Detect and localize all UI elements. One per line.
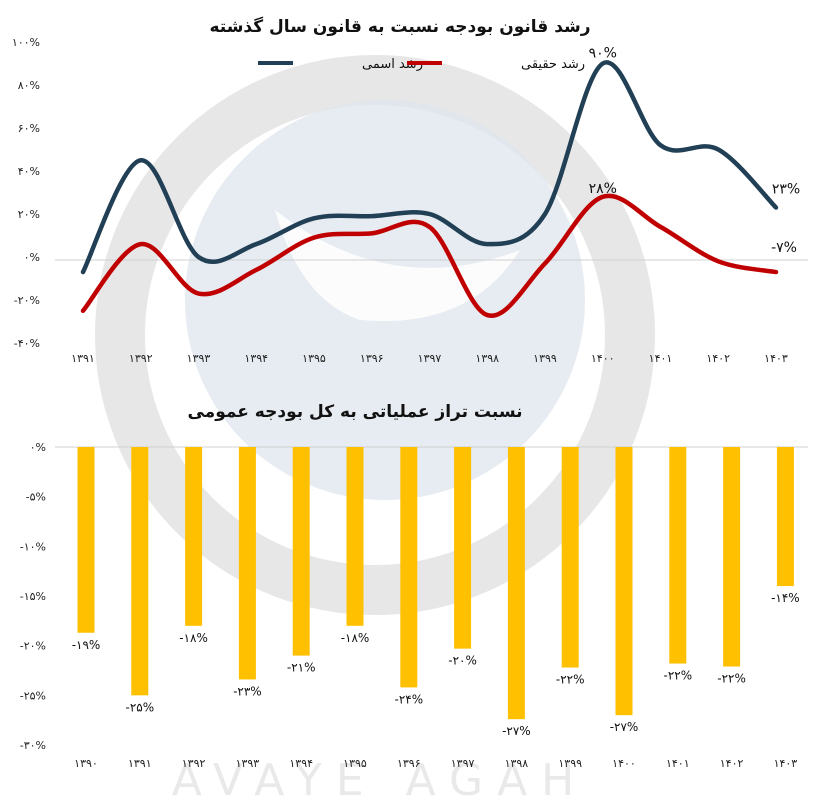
line-y-tick-label: ۰% <box>24 251 40 264</box>
bar-x-tick-label: ۱۳۹۸ <box>505 757 529 770</box>
bar-value-label: -۲۳% <box>233 684 262 698</box>
bar-y-tick-label: ۰% <box>30 441 46 454</box>
legend-label-nominal: رشد اسمی <box>362 57 423 72</box>
bar-y-tick-label: -۳۰% <box>20 739 46 752</box>
bar-y-tick-label: -۲۵% <box>20 689 46 702</box>
bar-x-axis: ۱۳۹۰ ۱۳۹۱ ۱۳۹۲ ۱۳۹۳ ۱۳۹۴ ۱۳۹۵ ۱۳۹۶ ۱۳۹۷ ۱۳۹۸ ۱۳۹۹… <box>74 757 797 770</box>
series-line-nominal <box>80 60 779 275</box>
bar-x-tick-label: ۱۴۰۰ <box>612 757 636 770</box>
line-y-axis: -۴۰% -۲۰% ۰% ۲۰% ۴۰% ۶۰% ۸۰% ۱۰۰% <box>12 36 40 350</box>
bar-value-label: -۲۷% <box>502 724 531 738</box>
bar-value-labels: -۱۹% -۲۵% -۱۸% -۲۳% -۲۱% -۱۸% -۲۴% -۲۰% -۲۷% -۲۲%… <box>72 591 800 738</box>
bar-value-label: -۱۹% <box>72 638 101 652</box>
bar-x-tick-label: ۱۳۹۹ <box>558 757 582 770</box>
bar <box>507 447 525 720</box>
watermark-logo: AVAYE AGAH <box>95 55 655 806</box>
line-x-tick-label: ۱۳۹۷ <box>418 352 442 365</box>
line-y-tick-label: ۸۰% <box>18 79 40 92</box>
line-x-tick-label: ۱۳۹۲ <box>129 352 153 365</box>
line-y-tick-label: -۲۰% <box>14 294 40 307</box>
legend: رشد اسمی رشد حقیقی <box>258 57 585 72</box>
bar-y-axis: ۰% -۵% -۱۰% -۱۵% -۲۰% -۲۵% -۳۰% <box>20 441 46 752</box>
line-data-label: ۲۸% <box>589 181 617 197</box>
bar-series-group <box>77 447 794 720</box>
bar-x-tick-label: ۱۴۰۳ <box>774 757 798 770</box>
bar-value-label: -۲۲% <box>717 672 746 686</box>
bar-value-label: -۲۲% <box>556 673 585 687</box>
line-y-tick-label: ۴۰% <box>18 165 40 178</box>
bar <box>131 447 149 696</box>
bar-x-tick-label: ۱۳۹۶ <box>397 757 421 770</box>
bar-value-label: -۱۸% <box>179 631 208 645</box>
bar <box>776 447 794 587</box>
line-x-tick-label: ۱۳۹۳ <box>187 352 211 365</box>
bar <box>561 447 579 668</box>
bar-x-tick-label: ۱۴۰۲ <box>720 757 744 770</box>
line-x-tick-label: ۱۴۰۲ <box>706 352 730 365</box>
bar-y-tick-label: -۱۰% <box>20 540 46 553</box>
bar <box>454 447 472 649</box>
line-chart: رشد قانون بودجه نسبت به قانون سال گذشته … <box>12 16 808 365</box>
bar <box>669 447 687 664</box>
bar-y-tick-label: -۲۰% <box>20 640 46 653</box>
bar <box>238 447 256 680</box>
line-x-tick-label: ۱۳۹۹ <box>533 352 557 365</box>
line-x-tick-label: ۱۴۰۱ <box>649 352 673 365</box>
line-x-tick-label: ۱۴۰۳ <box>764 352 788 365</box>
bar-y-tick-label: -۵% <box>26 491 46 504</box>
line-chart-title: رشد قانون بودجه نسبت به قانون سال گذشته <box>209 16 590 37</box>
bar-x-tick-label: ۱۳۹۲ <box>182 757 206 770</box>
bar-value-label: -۲۷% <box>610 720 639 734</box>
bar-value-label: -۲۴% <box>394 692 423 706</box>
line-x-tick-label: ۱۳۹۵ <box>302 352 326 365</box>
line-x-tick-label: ۱۳۹۸ <box>475 352 499 365</box>
bar-x-tick-label: ۱۳۹۰ <box>74 757 98 770</box>
bar-value-label: -۲۲% <box>663 669 692 683</box>
bar-value-label: -۱۴% <box>771 591 800 605</box>
bar <box>615 447 633 716</box>
line-series-group <box>80 60 779 318</box>
line-x-tick-label: ۱۳۹۴ <box>244 352 268 365</box>
line-x-tick-label: ۱۳۹۱ <box>71 352 95 365</box>
bar-x-tick-label: ۱۳۹۵ <box>343 757 367 770</box>
bar-x-tick-label: ۱۳۹۳ <box>236 757 260 770</box>
line-data-label: -۷% <box>771 240 797 256</box>
bar-value-label: -۱۸% <box>341 631 370 645</box>
line-x-tick-label: ۱۴۰۰ <box>591 352 615 365</box>
line-y-tick-label: -۴۰% <box>14 337 40 350</box>
bar <box>400 447 418 688</box>
bar-x-tick-label: ۱۳۹۱ <box>128 757 152 770</box>
line-data-label: ۲۳% <box>772 182 800 198</box>
bar-x-tick-label: ۱۳۹۴ <box>289 757 313 770</box>
bar <box>292 447 310 656</box>
line-x-tick-label: ۱۳۹۶ <box>360 352 384 365</box>
bar-x-tick-label: ۱۳۹۷ <box>451 757 475 770</box>
bar-chart: نسبت تراز عملیاتی به کل بودجه عمومی ۰% -۵… <box>20 402 808 770</box>
watermark-text: AVAYE AGAH <box>172 755 589 806</box>
bar-chart-title: نسبت تراز عملیاتی به کل بودجه عمومی <box>187 402 522 422</box>
line-data-label: ۹۰% <box>589 46 617 62</box>
bar-value-label: -۲۱% <box>287 661 316 675</box>
bar <box>346 447 364 626</box>
series-line-real <box>80 193 779 318</box>
bar <box>185 447 203 626</box>
bar-y-tick-label: -۱۵% <box>20 590 46 603</box>
bar <box>723 447 741 667</box>
line-x-axis: ۱۳۹۱ ۱۳۹۲ ۱۳۹۳ ۱۳۹۴ ۱۳۹۵ ۱۳۹۶ ۱۳۹۷ ۱۳۹۸ ۱۳۹۹ ۱۴۰۰… <box>71 352 788 365</box>
line-y-tick-label: ۱۰۰% <box>12 36 40 49</box>
bar-x-tick-label: ۱۴۰۱ <box>666 757 690 770</box>
legend-label-real: رشد حقیقی <box>521 57 585 72</box>
line-annotations: ۹۰% ۲۳% ۲۸% -۷% <box>589 46 801 257</box>
bar <box>77 447 95 633</box>
line-y-tick-label: ۲۰% <box>18 208 40 221</box>
bar-value-label: -۲۰% <box>448 654 477 668</box>
bar-value-label: -۲۵% <box>125 700 154 714</box>
line-y-tick-label: ۶۰% <box>18 122 40 135</box>
